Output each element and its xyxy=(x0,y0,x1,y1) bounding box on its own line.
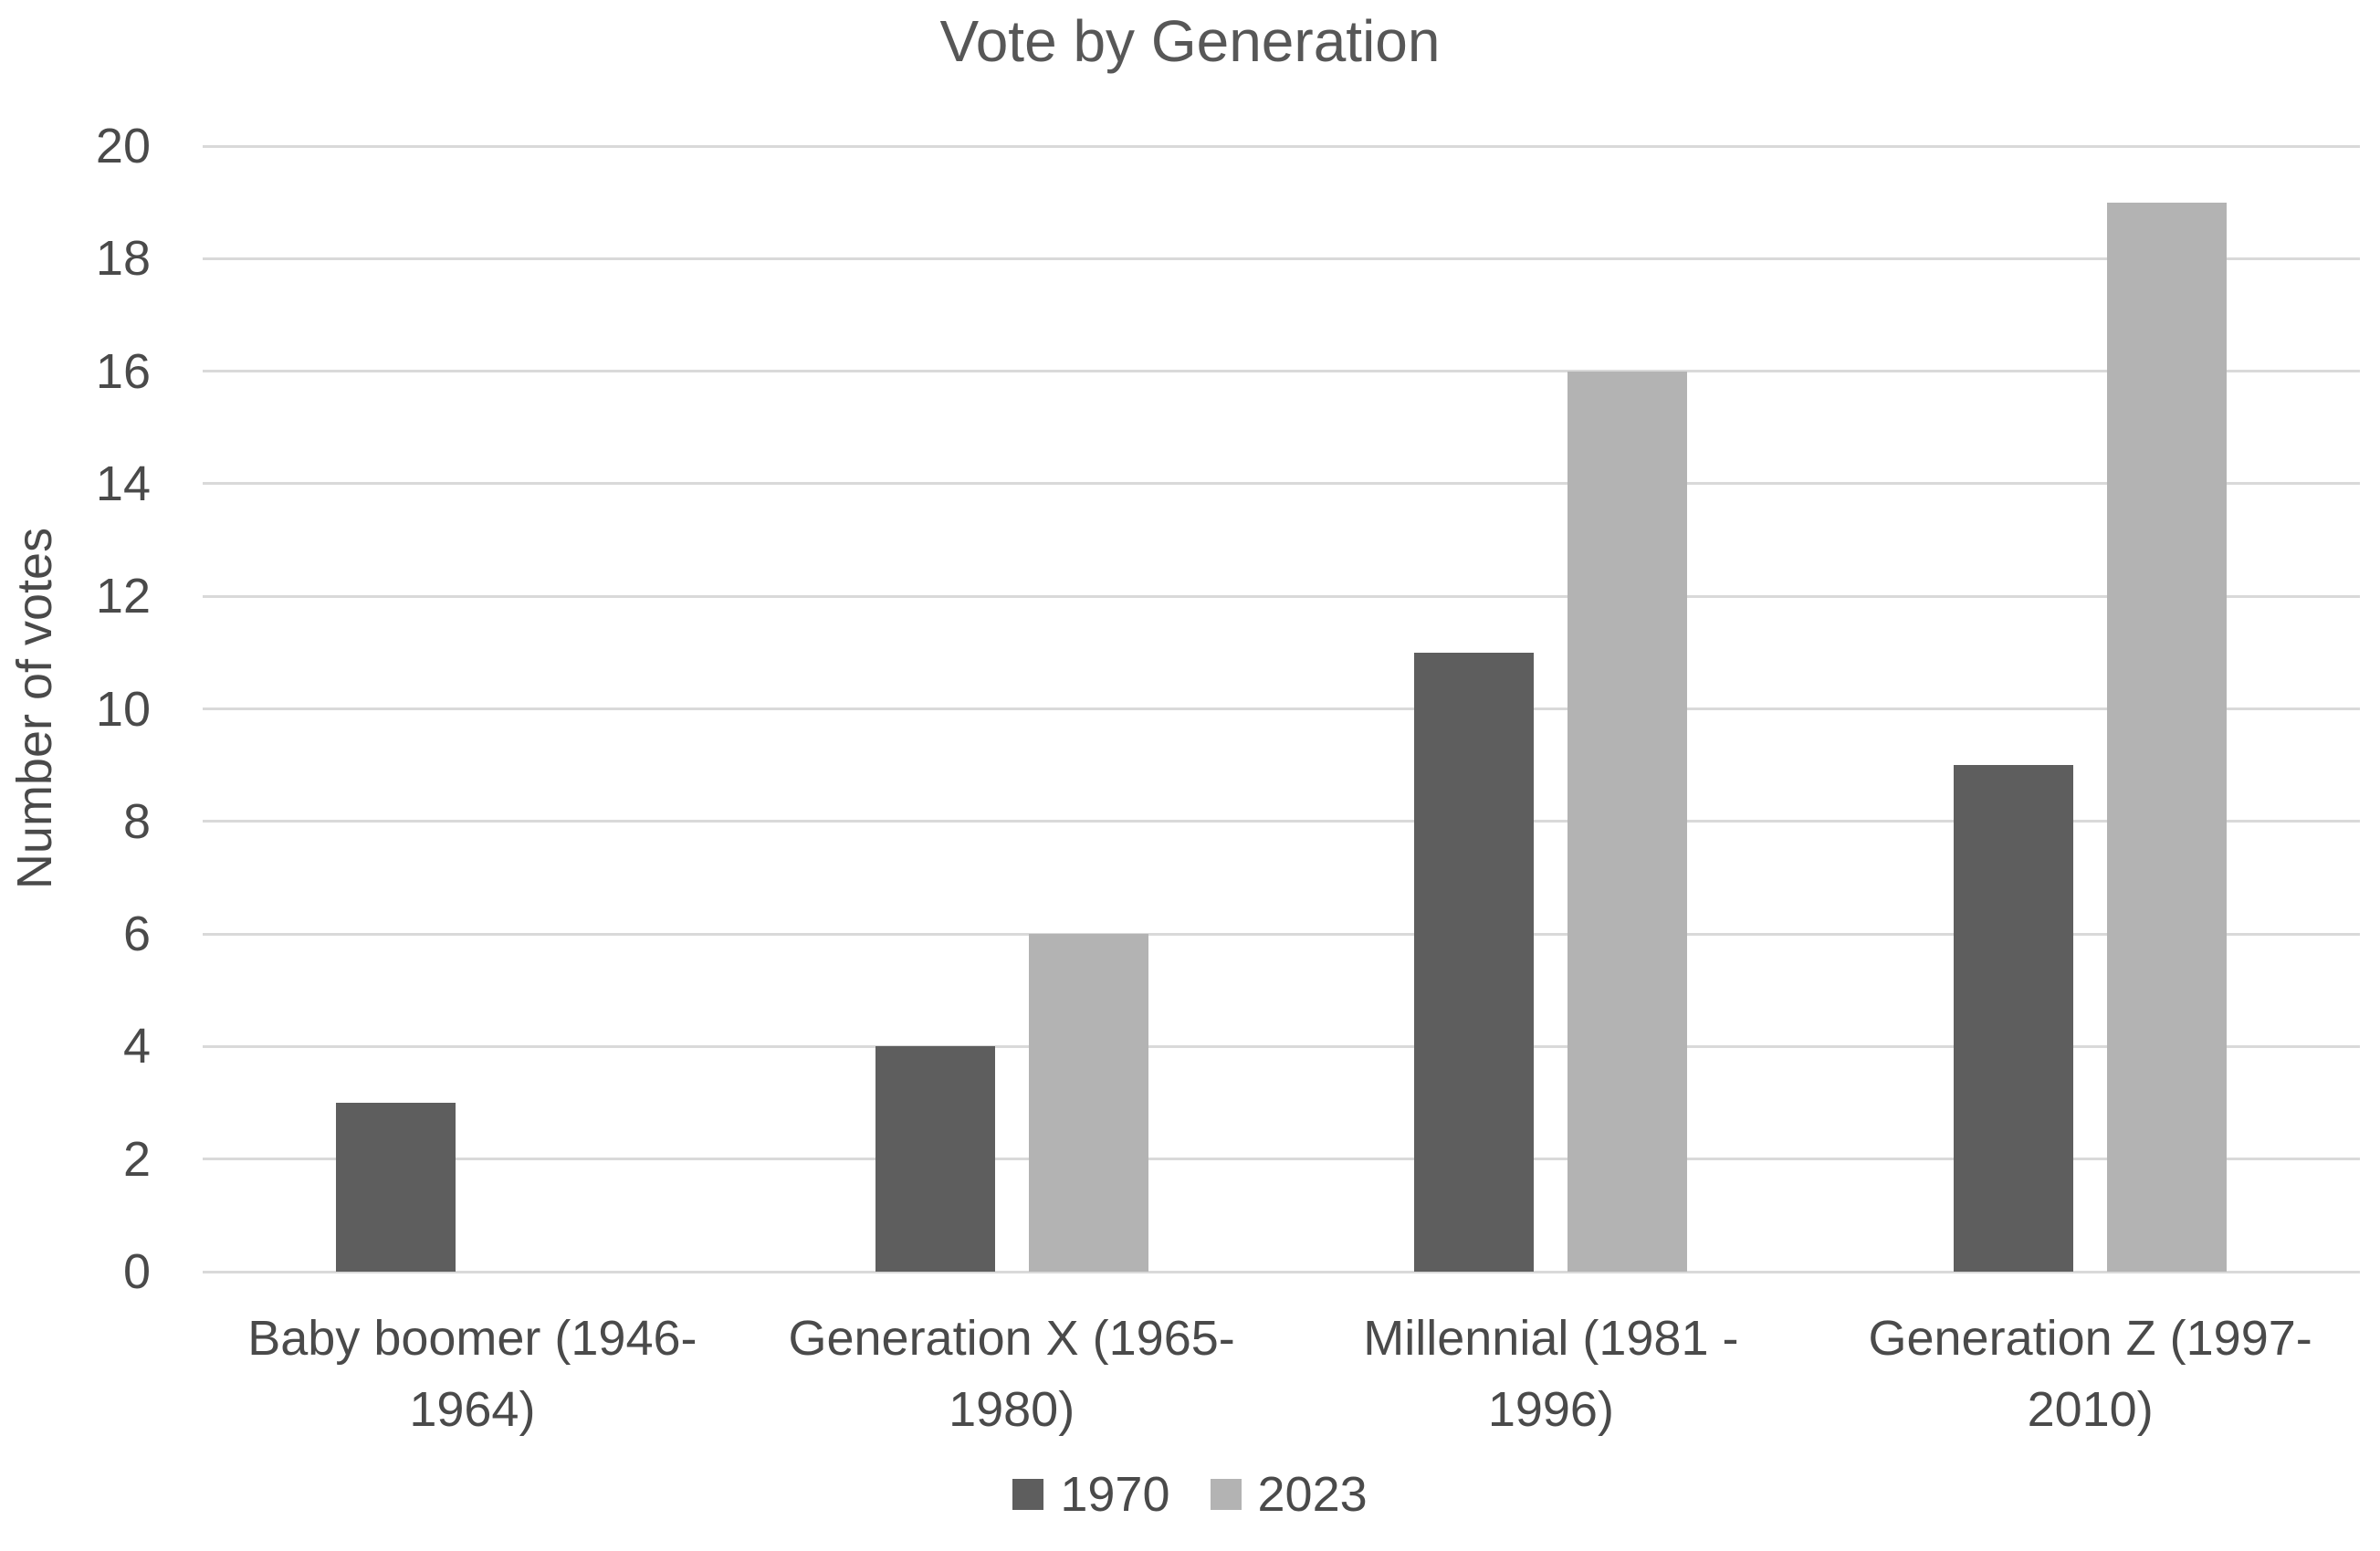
y-tick-label: 0 xyxy=(122,1244,151,1299)
plot-area xyxy=(203,144,2360,1273)
bar-2023-category-3 xyxy=(1567,371,1688,1272)
x-axis-category-label: Millennial (1981 - 1996) xyxy=(1363,1311,1739,1437)
gridline xyxy=(203,482,2360,486)
gridline xyxy=(203,707,2360,710)
x-axis-category-label: Baby boomer (1946-1964) xyxy=(247,1311,697,1437)
legend-label-1970: 1970 xyxy=(1060,1467,1170,1522)
y-tick-label: 4 xyxy=(122,1019,151,1074)
legend-item-2023: 2023 xyxy=(1210,1466,1368,1523)
bar-1970-category-2 xyxy=(875,1046,995,1272)
bar-2023-category-4 xyxy=(2107,202,2228,1272)
legend-label-2023: 2023 xyxy=(1257,1467,1368,1522)
legend-swatch-2023 xyxy=(1210,1479,1242,1510)
y-tick-label: 16 xyxy=(95,343,151,399)
gridline xyxy=(203,820,2360,823)
gridline xyxy=(203,1044,2360,1048)
x-axis-labels: Baby boomer (1946-1964) Generation X (196… xyxy=(203,1304,2360,1459)
legend-swatch-1970 xyxy=(1012,1479,1044,1510)
bar-1970-category-3 xyxy=(1414,652,1535,1272)
gridline xyxy=(203,1158,2360,1161)
y-tick-label: 12 xyxy=(95,569,151,624)
legend-item-1970: 1970 xyxy=(1012,1466,1170,1523)
legend: 1970 2023 xyxy=(0,1466,2380,1523)
y-tick-label: 14 xyxy=(95,456,151,511)
x-axis-category-label: Generation Z (1997-2010) xyxy=(1868,1311,2312,1437)
gridline xyxy=(203,257,2360,260)
gridline xyxy=(203,370,2360,373)
y-tick-label: 20 xyxy=(95,119,151,173)
y-tick-label: 8 xyxy=(122,793,151,849)
bar-2023-category-2 xyxy=(1028,934,1148,1272)
x-axis-category-label: Generation X (1965-1980) xyxy=(788,1311,1235,1437)
bar-1970-category-1 xyxy=(335,1103,456,1272)
bar-1970-category-4 xyxy=(1954,765,2074,1272)
y-tick-label: 6 xyxy=(122,906,151,962)
y-tick-label: 18 xyxy=(95,231,151,287)
gridline xyxy=(203,594,2360,598)
x-axis-line xyxy=(203,1271,2360,1273)
chart-title: Vote by Generation xyxy=(939,8,1441,74)
gridline xyxy=(203,932,2360,936)
gridline xyxy=(203,144,2360,148)
y-tick-label: 10 xyxy=(95,681,151,737)
y-tick-label: 2 xyxy=(122,1131,151,1187)
